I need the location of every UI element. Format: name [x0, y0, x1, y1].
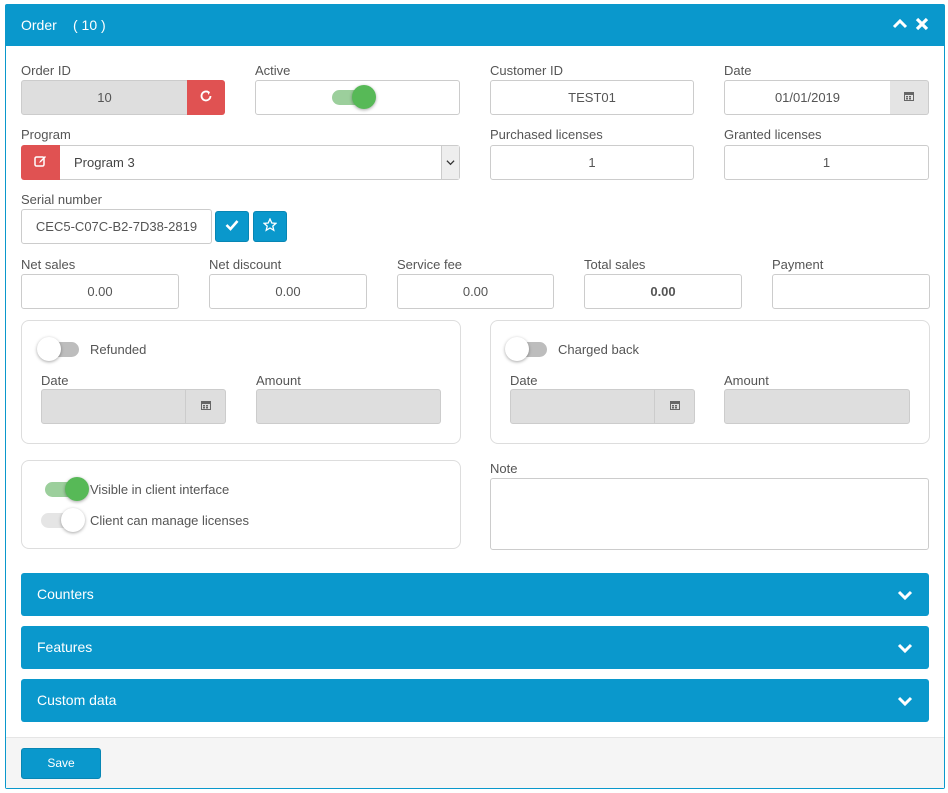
- granted-licenses-field[interactable]: 1: [724, 145, 929, 180]
- active-label: Active: [255, 63, 291, 78]
- refunded-date-picker: [186, 389, 226, 424]
- refresh-order-id-button[interactable]: [187, 80, 225, 115]
- refunded-date-field: [41, 389, 186, 424]
- net-discount-label: Net discount: [209, 257, 282, 272]
- calendar-icon: [903, 90, 915, 105]
- chevron-up-icon[interactable]: [892, 16, 908, 32]
- program-select[interactable]: Program 3: [60, 145, 460, 180]
- service-fee-field[interactable]: 0.00: [397, 274, 554, 309]
- payment-field[interactable]: [772, 274, 930, 309]
- client-options-group: Visible in client interface Client can m…: [21, 460, 461, 549]
- granted-licenses-label: Granted licenses: [724, 127, 822, 142]
- order-id-field: 10: [21, 80, 188, 115]
- star-icon: [262, 217, 278, 235]
- order-count: ( 10 ): [73, 17, 106, 33]
- panel-title: Order: [21, 17, 57, 33]
- charged-back-label: Charged back: [558, 342, 639, 357]
- section-features-label: Features: [37, 639, 93, 655]
- manage-licenses-toggle[interactable]: [41, 508, 85, 532]
- serial-number-label: Serial number: [21, 192, 102, 207]
- date-picker-button[interactable]: [890, 80, 929, 115]
- net-discount-field[interactable]: 0.00: [209, 274, 367, 309]
- refunded-label: Refunded: [90, 342, 147, 357]
- order-id-label: Order ID: [21, 63, 71, 78]
- panel-header: Order ( 10 ): [6, 5, 944, 46]
- manage-licenses-label: Client can manage licenses: [90, 513, 249, 528]
- program-label: Program: [21, 127, 71, 142]
- payment-label: Payment: [772, 257, 824, 272]
- order-panel: Order ( 10 ) Order ID 10 Active Customer…: [5, 4, 945, 789]
- serial-number-field[interactable]: CEC5-C07C-B2-7D38-2819: [21, 209, 212, 244]
- section-counters-label: Counters: [37, 586, 94, 602]
- date-field[interactable]: 01/01/2019: [724, 80, 891, 115]
- calendar-icon: [669, 399, 681, 414]
- refunded-date-label: Date: [41, 373, 69, 388]
- refunded-amount-field: [256, 389, 441, 424]
- purchased-licenses-field[interactable]: 1: [490, 145, 694, 180]
- visible-in-client-label: Visible in client interface: [90, 482, 230, 497]
- close-icon[interactable]: [914, 16, 930, 32]
- section-custom-data[interactable]: Custom data: [21, 679, 929, 722]
- check-icon: [225, 219, 239, 234]
- charged-back-amount-field: [724, 389, 910, 424]
- chevron-down-icon: [441, 146, 459, 179]
- section-counters[interactable]: Counters: [21, 573, 929, 616]
- panel-footer: Save: [6, 737, 944, 788]
- visible-in-client-toggle[interactable]: [41, 477, 89, 501]
- favorite-serial-button[interactable]: [253, 211, 287, 242]
- net-sales-label: Net sales: [21, 257, 76, 272]
- charged-back-amount-label: Amount: [724, 373, 769, 388]
- charged-back-group: Charged back Date Amount: [490, 320, 930, 444]
- refunded-toggle[interactable]: [37, 337, 79, 361]
- section-features[interactable]: Features: [21, 626, 929, 669]
- edit-icon: [34, 155, 47, 171]
- chevron-down-icon: [897, 693, 913, 709]
- total-sales-field: 0.00: [584, 274, 742, 309]
- edit-program-button[interactable]: [21, 145, 60, 180]
- customer-id-label: Customer ID: [490, 63, 563, 78]
- refunded-group: Refunded Date Amount: [21, 320, 461, 444]
- verify-serial-button[interactable]: [215, 211, 249, 242]
- charged-back-date-picker: [655, 389, 695, 424]
- refresh-icon: [199, 89, 213, 106]
- calendar-icon: [200, 399, 212, 414]
- note-textarea[interactable]: [490, 478, 929, 550]
- customer-id-field[interactable]: TEST01: [490, 80, 694, 115]
- chevron-down-icon: [897, 587, 913, 603]
- refunded-amount-label: Amount: [256, 373, 301, 388]
- service-fee-label: Service fee: [397, 257, 463, 272]
- net-sales-field[interactable]: 0.00: [21, 274, 179, 309]
- purchased-licenses-label: Purchased licenses: [490, 127, 603, 142]
- note-label: Note: [490, 461, 518, 476]
- charged-back-date-field: [510, 389, 655, 424]
- charged-back-date-label: Date: [510, 373, 538, 388]
- section-custom-data-label: Custom data: [37, 692, 117, 708]
- charged-back-toggle[interactable]: [505, 337, 547, 361]
- active-toggle[interactable]: [328, 85, 376, 109]
- total-sales-label: Total sales: [584, 257, 646, 272]
- date-label: Date: [724, 63, 752, 78]
- save-button[interactable]: Save: [21, 748, 101, 779]
- chevron-down-icon: [897, 640, 913, 656]
